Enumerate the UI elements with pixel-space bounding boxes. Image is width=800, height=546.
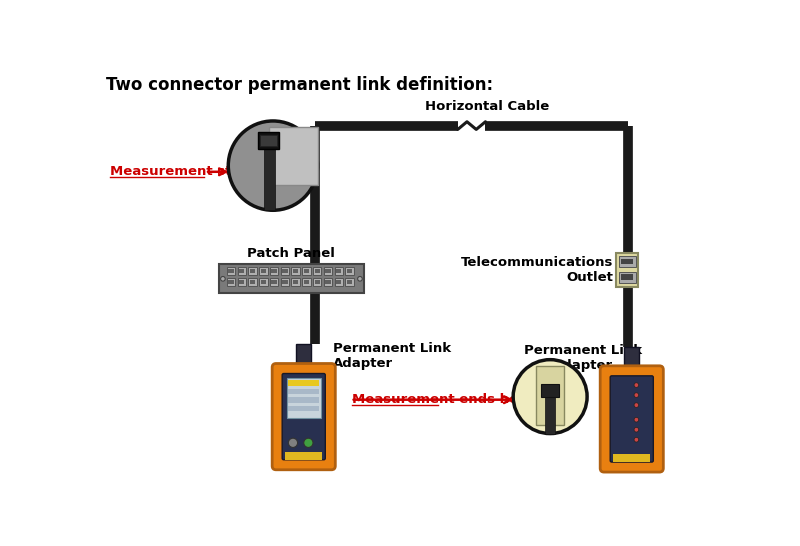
Bar <box>291 278 300 286</box>
Bar <box>618 257 636 267</box>
Bar <box>261 280 266 284</box>
Bar <box>228 269 234 274</box>
Bar <box>258 132 279 149</box>
Bar <box>324 267 332 275</box>
Bar <box>288 381 319 386</box>
Bar <box>239 269 245 274</box>
Bar <box>271 269 277 274</box>
Bar <box>545 396 554 434</box>
Bar <box>250 280 255 284</box>
Bar <box>288 381 319 386</box>
Bar <box>288 397 319 403</box>
Bar <box>536 366 564 425</box>
Bar <box>334 267 343 275</box>
Text: Measurement starts here: Measurement starts here <box>110 165 299 179</box>
Circle shape <box>634 417 638 422</box>
Bar <box>304 269 309 274</box>
Bar <box>293 280 298 284</box>
Bar <box>313 267 322 275</box>
Bar <box>614 454 650 462</box>
FancyBboxPatch shape <box>296 345 311 364</box>
Bar <box>291 267 300 275</box>
Bar <box>286 452 322 460</box>
Text: Permanent Link
Adapter: Permanent Link Adapter <box>524 344 642 372</box>
Circle shape <box>228 121 318 210</box>
Bar <box>248 278 257 286</box>
Bar <box>250 269 255 274</box>
Bar <box>302 267 310 275</box>
Text: Horizontal Cable: Horizontal Cable <box>425 100 549 113</box>
Bar <box>238 267 246 275</box>
Text: Telecommunications
Outlet: Telecommunications Outlet <box>461 256 614 284</box>
Bar <box>621 274 634 280</box>
Bar <box>239 280 245 284</box>
Bar <box>324 278 332 286</box>
FancyBboxPatch shape <box>219 264 364 293</box>
Circle shape <box>288 438 298 447</box>
Bar <box>302 278 310 286</box>
Bar <box>314 280 320 284</box>
Circle shape <box>358 276 362 281</box>
Polygon shape <box>293 364 314 370</box>
Bar <box>346 267 354 275</box>
Polygon shape <box>621 366 642 372</box>
Circle shape <box>634 428 638 432</box>
Circle shape <box>634 393 638 397</box>
Circle shape <box>634 437 638 442</box>
Bar <box>347 280 352 284</box>
Bar <box>326 280 330 284</box>
Circle shape <box>513 360 587 434</box>
FancyBboxPatch shape <box>282 373 326 460</box>
Bar <box>226 278 235 286</box>
Bar <box>270 278 278 286</box>
Bar <box>281 267 289 275</box>
Bar <box>271 280 277 284</box>
Bar <box>259 267 267 275</box>
Text: Two connector permanent link definition:: Two connector permanent link definition: <box>106 76 493 94</box>
FancyBboxPatch shape <box>610 376 654 462</box>
Bar <box>336 280 342 284</box>
Bar <box>228 280 234 284</box>
Text: Measurement ends here: Measurement ends here <box>352 393 534 406</box>
Circle shape <box>634 383 638 387</box>
Bar <box>281 278 289 286</box>
Bar <box>282 269 287 274</box>
Text: Patch Panel: Patch Panel <box>247 247 335 260</box>
Circle shape <box>221 276 226 281</box>
Bar <box>293 269 298 274</box>
Bar <box>314 269 320 274</box>
Bar <box>621 259 634 264</box>
Bar <box>261 269 266 274</box>
Bar <box>226 267 235 275</box>
Bar <box>287 378 321 418</box>
Bar <box>269 127 318 185</box>
Text: Permanent Link
Adapter: Permanent Link Adapter <box>333 342 451 370</box>
FancyBboxPatch shape <box>600 366 663 472</box>
FancyBboxPatch shape <box>272 364 335 470</box>
Bar <box>282 280 287 284</box>
Bar <box>541 384 559 396</box>
Bar <box>260 135 277 146</box>
Bar <box>346 278 354 286</box>
FancyBboxPatch shape <box>616 253 638 287</box>
Bar <box>304 280 309 284</box>
Bar <box>238 278 246 286</box>
Bar <box>288 406 319 411</box>
FancyBboxPatch shape <box>624 347 639 366</box>
Bar <box>326 269 330 274</box>
Bar <box>248 267 257 275</box>
Circle shape <box>304 438 313 447</box>
Bar <box>313 278 322 286</box>
Circle shape <box>634 403 638 407</box>
Bar <box>336 269 342 274</box>
Bar <box>334 278 343 286</box>
Bar <box>259 278 267 286</box>
Bar <box>264 149 275 210</box>
Bar <box>347 269 352 274</box>
Bar <box>270 267 278 275</box>
Bar <box>288 389 319 394</box>
Bar <box>618 272 636 283</box>
